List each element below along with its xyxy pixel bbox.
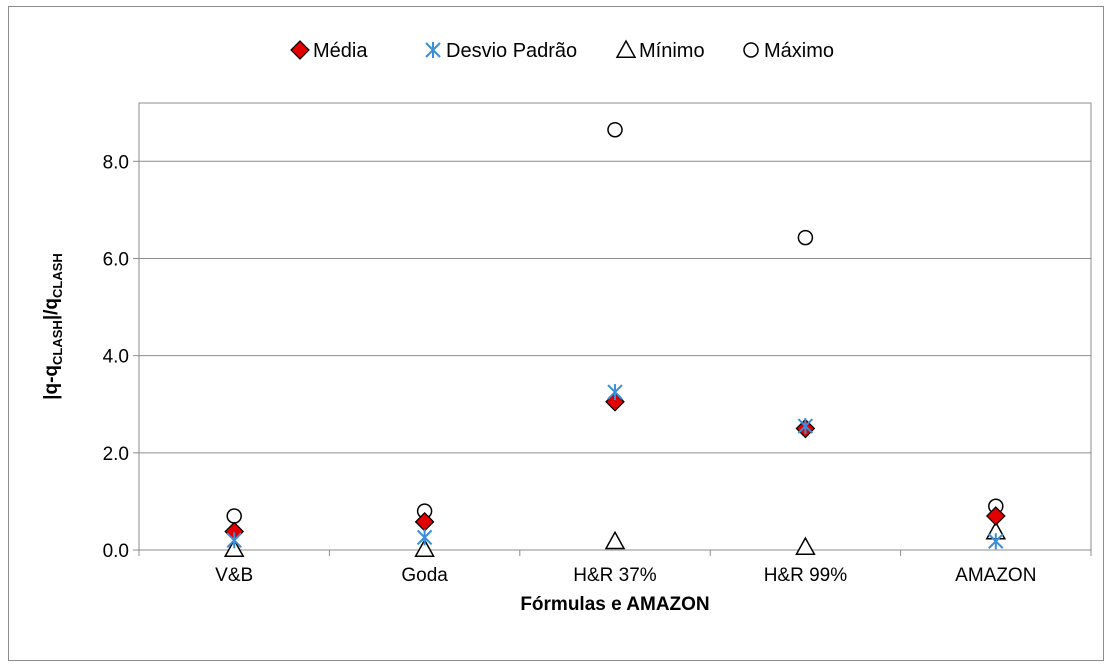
y-axis-title-base: |q-q <box>41 365 62 400</box>
x-tick-label: V&B <box>215 565 253 586</box>
x-tick-labels: V&B Goda H&R 37% H&R 99% AMAZON <box>215 565 1036 586</box>
gridlines <box>139 160 1091 454</box>
y-axis-title: |q-qCLASH|/qCLASH <box>41 253 65 400</box>
legend-label: Mínimo <box>639 40 705 62</box>
point-asterisk <box>416 529 433 546</box>
legend-label: Máximo <box>764 40 834 62</box>
x-tick-label: H&R 99% <box>764 565 848 586</box>
series-asterisk <box>226 384 1004 550</box>
y-axis-title-sub2: CLASH <box>50 253 65 298</box>
legend-marker-circle <box>743 42 759 58</box>
x-tick-label: AMAZON <box>955 565 1036 586</box>
y-axis-title-sub1: CLASH <box>50 320 65 365</box>
legend-marker-asterisk <box>425 42 441 58</box>
x-axis-title: Fórmulas e AMAZON <box>520 594 709 615</box>
y-tick-label: 6.0 <box>103 249 129 270</box>
point-triangle <box>604 530 626 550</box>
y-axis-title-mid: |/q <box>41 298 62 320</box>
x-tick-label: Goda <box>401 565 448 586</box>
series-diamond <box>224 391 1006 542</box>
legend-label: Média <box>313 40 368 62</box>
legend-item: Máximo <box>743 40 834 62</box>
legend-item: Média <box>290 40 368 62</box>
legend: Média Desvio Padrão Mínimo Máximo <box>290 39 834 62</box>
legend-marker-diamond <box>290 40 310 60</box>
legend-item: Mínimo <box>615 39 705 62</box>
point-triangle <box>414 538 435 557</box>
plot-area-border <box>138 102 1092 551</box>
y-tick-label: 4.0 <box>103 347 129 368</box>
point-asterisk <box>607 384 623 401</box>
y-tick-label: 0.0 <box>103 541 129 562</box>
y-tick-labels: 0.0 2.0 4.0 6.0 8.0 <box>103 152 129 562</box>
chart-canvas: 0.0 2.0 4.0 6.0 8.0 V&B Goda H&R 37% H&R 99% AMA… <box>41 39 1092 615</box>
point-asterisk <box>797 418 814 435</box>
point-diamond <box>985 506 1006 526</box>
y-tick-label: 2.0 <box>103 444 129 465</box>
point-triangle <box>795 536 816 556</box>
point-circle <box>226 508 242 524</box>
series-triangle <box>223 520 1007 557</box>
point-circle <box>607 121 623 138</box>
point-circle <box>797 229 814 246</box>
axes <box>133 102 1092 556</box>
legend-marker-triangle <box>615 39 637 58</box>
point-asterisk <box>226 532 242 549</box>
series-circle <box>226 121 1004 524</box>
legend-item: Desvio Padrão <box>425 40 577 62</box>
y-tick-label: 8.0 <box>103 152 129 173</box>
x-tick-label: H&R 37% <box>573 565 657 586</box>
legend-label: Desvio Padrão <box>446 40 577 62</box>
chart-frame: 0.0 2.0 4.0 6.0 8.0 V&B Goda H&R 37% H&R 99% AMA… <box>8 6 1104 661</box>
data-marks <box>223 121 1007 557</box>
point-asterisk <box>988 533 1004 550</box>
